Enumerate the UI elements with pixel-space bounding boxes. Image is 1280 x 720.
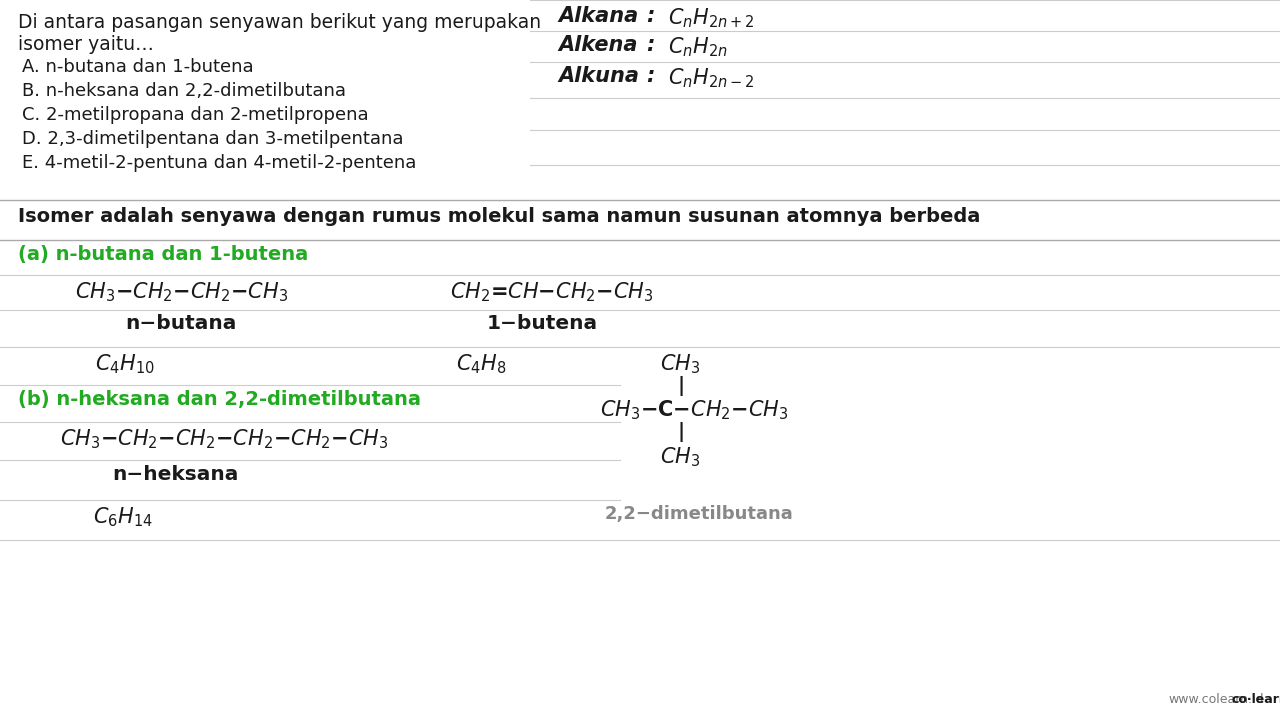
Text: $CH_3$−C−$CH_2$−$CH_3$: $CH_3$−C−$CH_2$−$CH_3$: [600, 398, 788, 422]
Text: A. n-butana dan 1-butena: A. n-butana dan 1-butena: [22, 58, 253, 76]
Text: :: :: [646, 6, 654, 26]
Text: (a) n-butana dan 1-butena: (a) n-butana dan 1-butena: [18, 245, 308, 264]
Text: Alkana: Alkana: [558, 6, 639, 26]
Text: (b) n-heksana dan 2,2-dimetilbutana: (b) n-heksana dan 2,2-dimetilbutana: [18, 390, 421, 409]
Text: $C_nH_{2n+2}$: $C_nH_{2n+2}$: [668, 6, 754, 30]
Text: www.colearn.id: www.colearn.id: [1169, 693, 1263, 706]
Text: D. 2,3-dimetilpentana dan 3-metilpentana: D. 2,3-dimetilpentana dan 3-metilpentana: [22, 130, 403, 148]
Text: $C_4H_8$: $C_4H_8$: [456, 352, 507, 376]
Text: $CH_2$=$CH$−$CH_2$−$CH_3$: $CH_2$=$CH$−$CH_2$−$CH_3$: [451, 280, 653, 304]
Text: 1−butena: 1−butena: [486, 314, 598, 333]
Text: n−heksana: n−heksana: [113, 465, 238, 484]
Text: 2,2−dimetilbutana: 2,2−dimetilbutana: [605, 505, 794, 523]
Text: $CH_3$: $CH_3$: [660, 445, 700, 469]
Text: n−butana: n−butana: [125, 314, 237, 333]
Text: Alkena: Alkena: [558, 35, 637, 55]
Text: co·learn: co·learn: [1231, 693, 1280, 706]
Text: |: |: [678, 422, 685, 442]
Text: :: :: [646, 66, 654, 86]
Text: E. 4-metil-2-pentuna dan 4-metil-2-pentena: E. 4-metil-2-pentuna dan 4-metil-2-pente…: [22, 154, 416, 172]
Text: C. 2-metilpropana dan 2-metilpropena: C. 2-metilpropana dan 2-metilpropena: [22, 106, 369, 124]
Text: $C_nH_{2n}$: $C_nH_{2n}$: [668, 35, 728, 58]
Text: $CH_3$−$CH_2$−$CH_2$−$CH_2$−$CH_2$−$CH_3$: $CH_3$−$CH_2$−$CH_2$−$CH_2$−$CH_2$−$CH_3…: [60, 427, 389, 451]
Text: $CH_3$: $CH_3$: [660, 352, 700, 376]
Text: Di antara pasangan senyawan berikut yang merupakan: Di antara pasangan senyawan berikut yang…: [18, 13, 541, 32]
Text: $CH_3$−$CH_2$−$CH_2$−$CH_3$: $CH_3$−$CH_2$−$CH_2$−$CH_3$: [76, 280, 288, 304]
Text: $C_nH_{2n-2}$: $C_nH_{2n-2}$: [668, 66, 754, 89]
Text: Alkuna: Alkuna: [558, 66, 639, 86]
Text: isomer yaitu…: isomer yaitu…: [18, 35, 154, 54]
Text: $C_4H_{10}$: $C_4H_{10}$: [95, 352, 155, 376]
Text: |: |: [678, 376, 685, 396]
Text: B. n-heksana dan 2,2-dimetilbutana: B. n-heksana dan 2,2-dimetilbutana: [22, 82, 346, 100]
Text: Isomer adalah senyawa dengan rumus molekul sama namun susunan atomnya berbeda: Isomer adalah senyawa dengan rumus molek…: [18, 207, 980, 226]
Text: $C_6H_{14}$: $C_6H_{14}$: [93, 505, 152, 528]
Text: :: :: [646, 35, 654, 55]
